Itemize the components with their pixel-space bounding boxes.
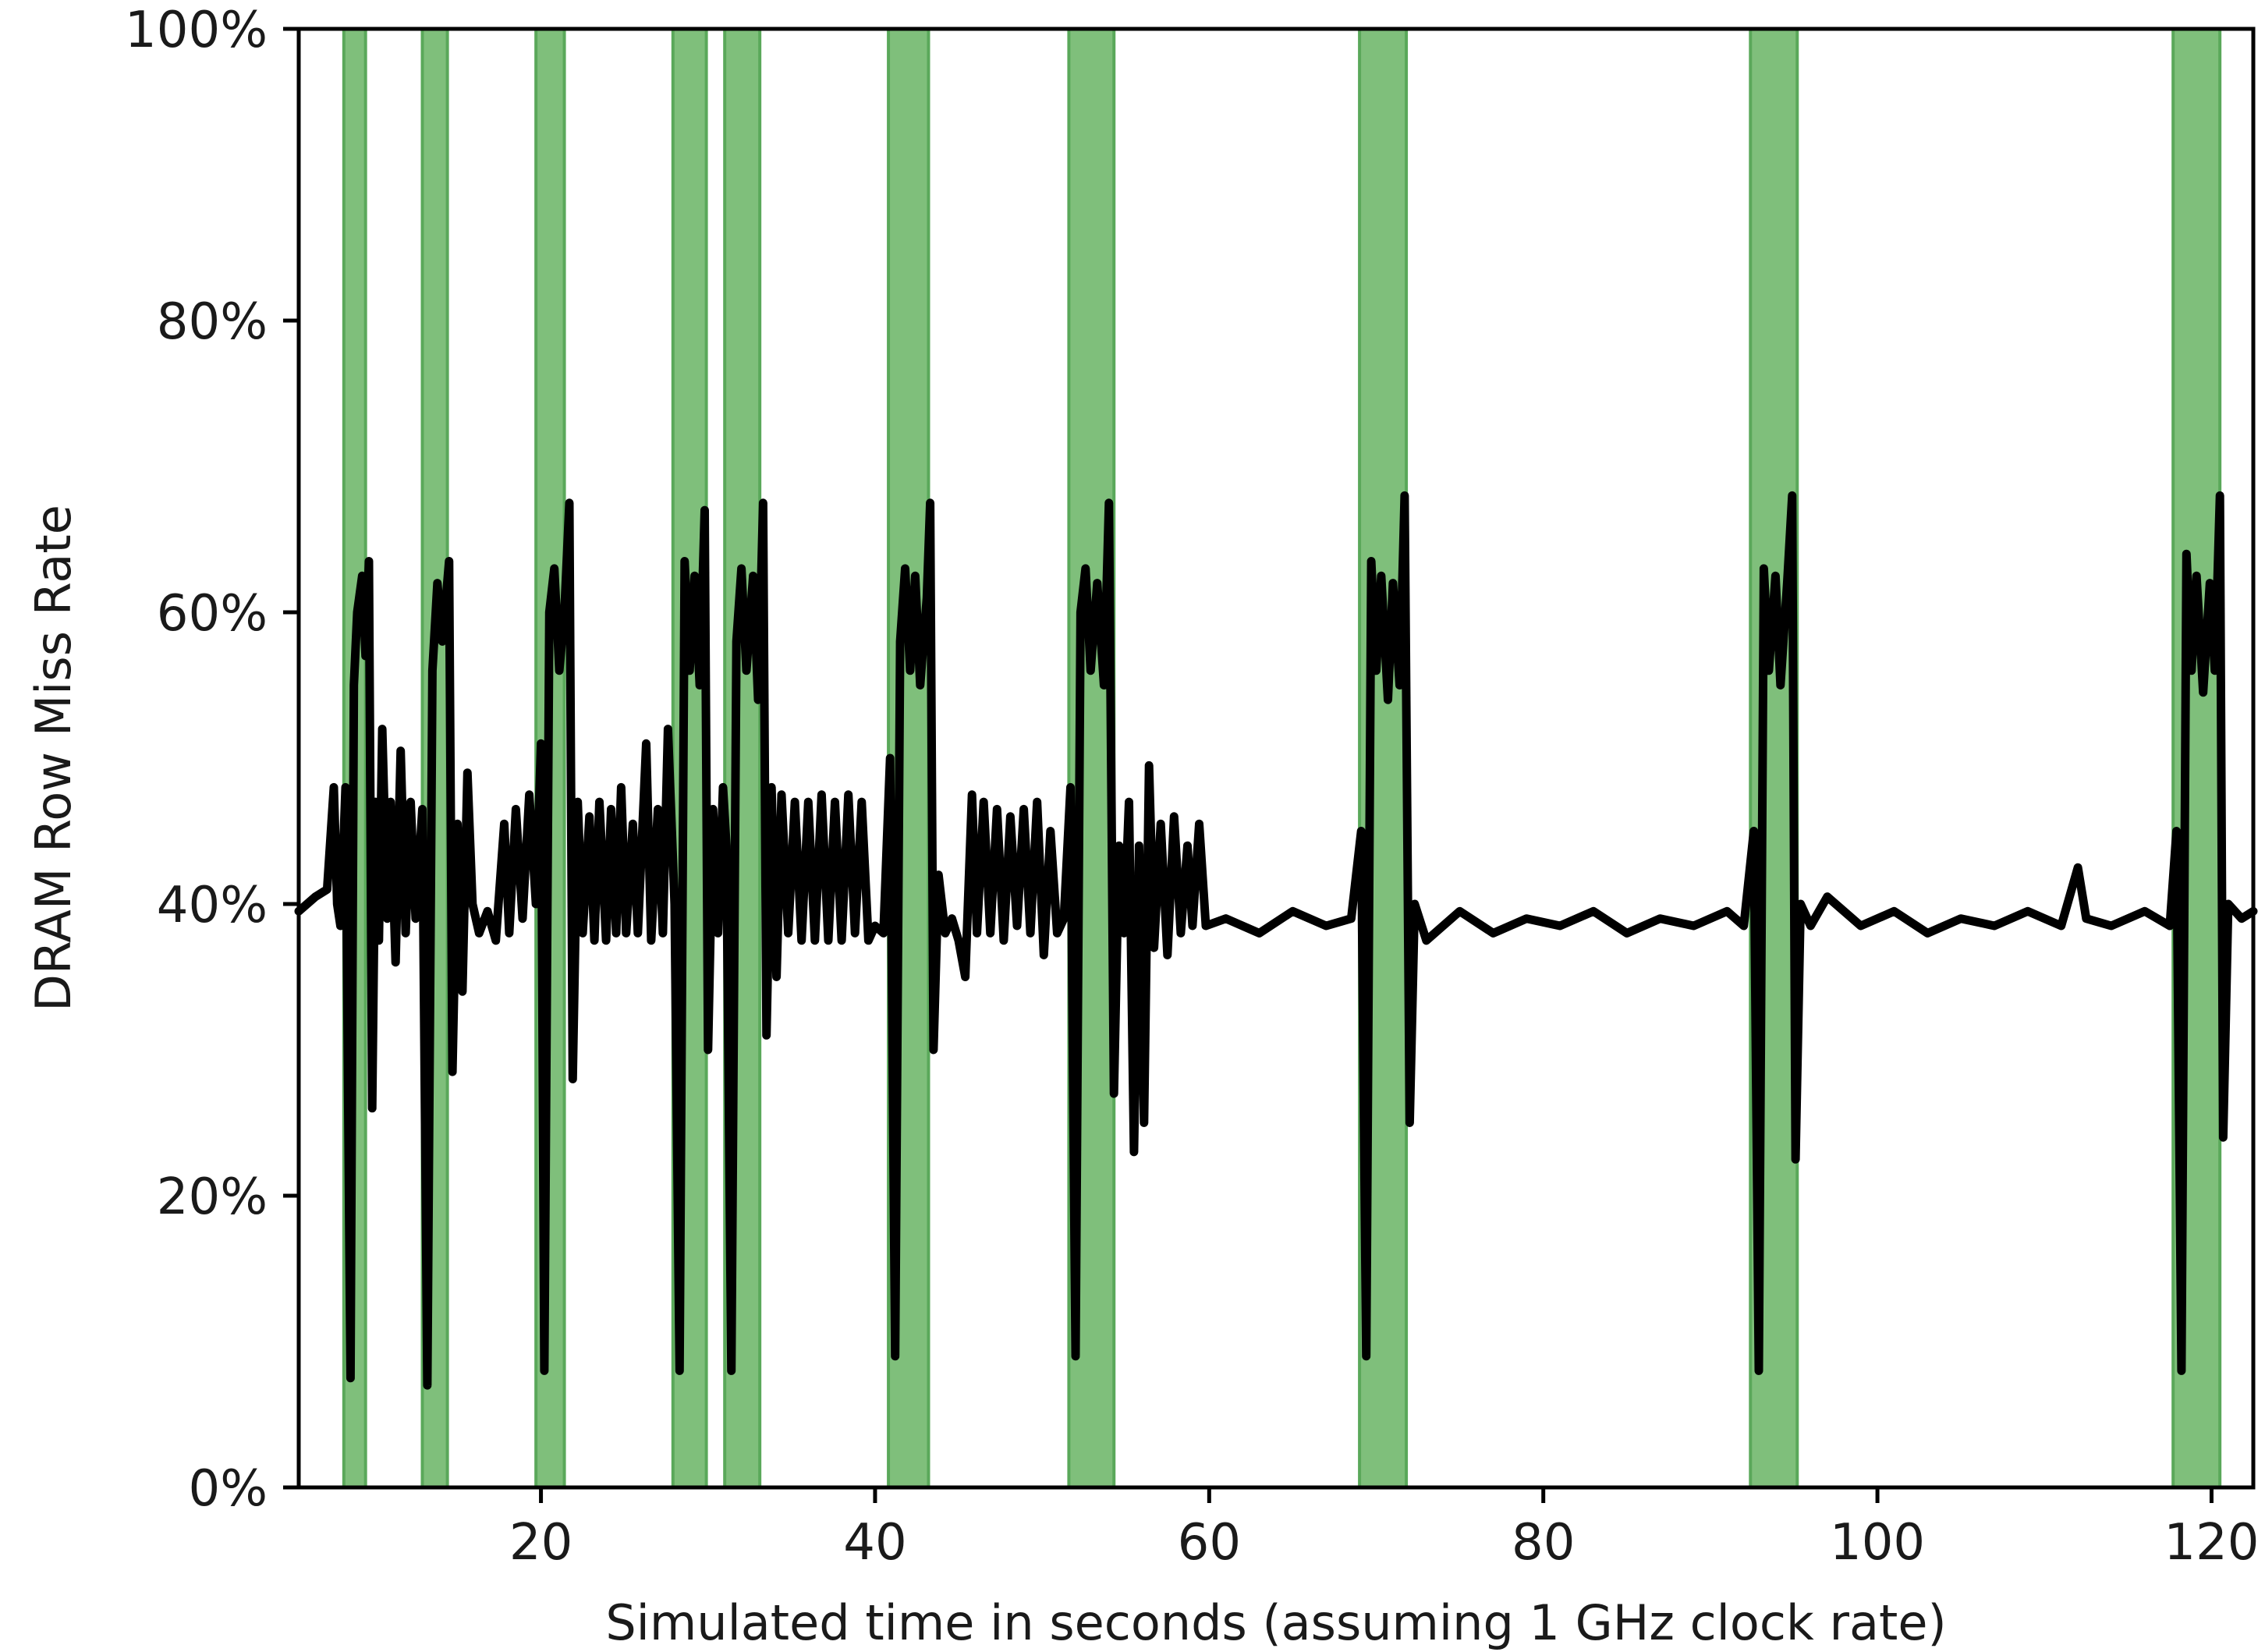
y-axis-label: DRAM Row Miss Rate: [25, 505, 82, 1012]
series-line-1: [294, 491, 2258, 1390]
x-tick-label: 40: [843, 1514, 906, 1572]
y-tick-label: 40%: [157, 877, 268, 934]
x-tick-label: 100: [1830, 1514, 1925, 1572]
x-tick-label: 60: [1178, 1514, 1241, 1572]
x-axis: 20 40 60 80 100 120: [509, 1487, 2260, 1572]
y-tick-label: 60%: [157, 585, 268, 643]
x-tick-label: 80: [1512, 1514, 1575, 1572]
x-axis-label: Simulated time in seconds (assuming 1 GH…: [605, 1594, 1946, 1651]
y-tick-label: 100%: [125, 2, 268, 59]
plot-frame: [296, 27, 2256, 1490]
highlight-bands: [342, 27, 2222, 1489]
y-tick-label: 80%: [157, 293, 268, 351]
series-layer: [294, 491, 2258, 1390]
x-tick-label: 120: [2164, 1514, 2259, 1572]
x-tick-label: 20: [509, 1514, 572, 1572]
y-tick-label: 0%: [188, 1460, 268, 1518]
y-axis: 0% 20% 40% 60% 80% 100%: [125, 2, 299, 1518]
y-tick-label: 20%: [157, 1168, 268, 1226]
